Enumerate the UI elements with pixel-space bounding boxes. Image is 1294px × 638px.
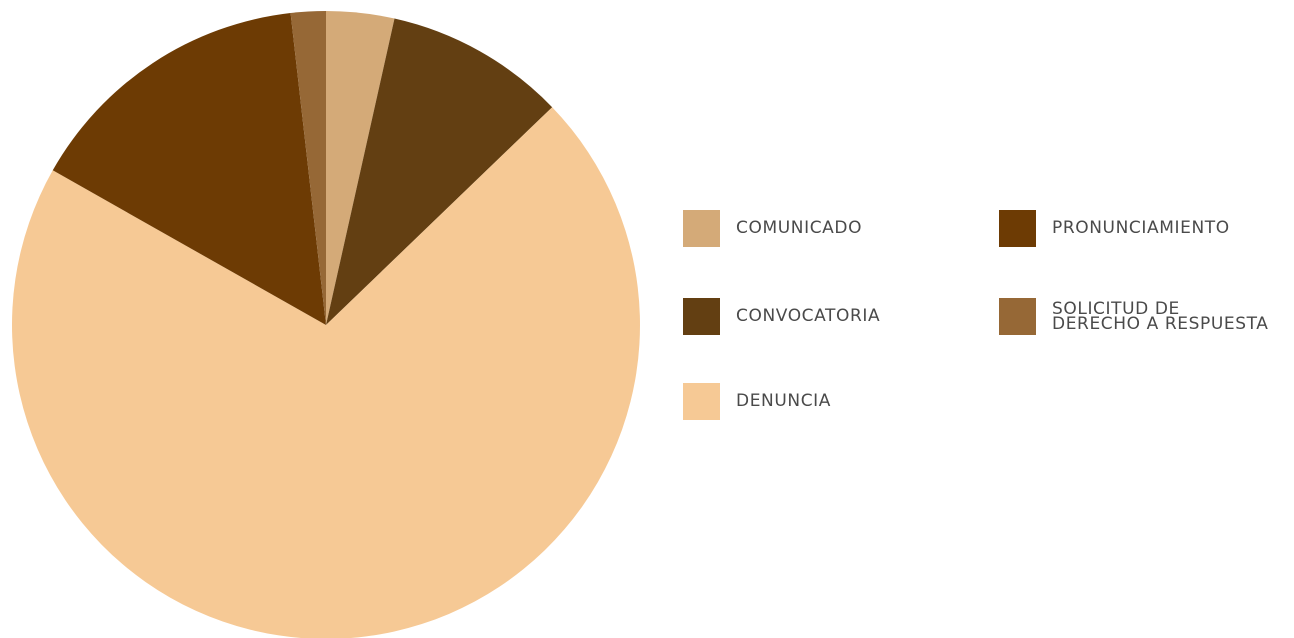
- pie-slice-comunicado: [326, 11, 395, 325]
- pie-slice-denuncia: [12, 107, 640, 638]
- pie-plot-area: [12, 11, 640, 638]
- legend-swatch-solicitud: [999, 298, 1036, 335]
- pie-slice-convocatoria: [326, 18, 553, 326]
- legend-label-comunicado: COMUNICADO: [736, 218, 863, 238]
- pie-slice-solicitud: [290, 11, 326, 325]
- legend-item-solicitud: SOLICITUD DE DERECHO A RESPUESTA: [999, 298, 1269, 335]
- legend-item-comunicado: COMUNICADO: [683, 210, 862, 247]
- legend-swatch-convocatoria: [683, 298, 720, 335]
- legend-label-convocatoria: CONVOCATORIA: [736, 306, 881, 326]
- legend-label-solicitud: SOLICITUD DE DERECHO A RESPUESTA: [1052, 298, 1269, 334]
- legend-swatch-comunicado: [683, 210, 720, 247]
- legend-item-pronunciamiento: PRONUNCIAMIENTO: [999, 210, 1230, 247]
- legend-swatch-pronunciamiento: [999, 210, 1036, 247]
- legend-swatch-denuncia: [683, 383, 720, 420]
- legend-label-pronunciamiento: PRONUNCIAMIENTO: [1052, 218, 1230, 238]
- legend-item-denuncia: DENUNCIA: [683, 383, 831, 420]
- pie-slice-pronunciamiento: [52, 13, 326, 325]
- legend-item-convocatoria: CONVOCATORIA: [683, 298, 880, 335]
- legend-label-denuncia: DENUNCIA: [736, 391, 832, 411]
